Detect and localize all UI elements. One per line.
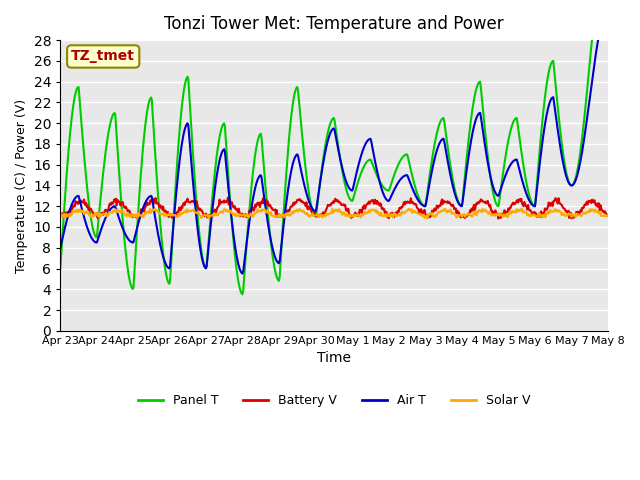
X-axis label: Time: Time — [317, 351, 351, 365]
Y-axis label: Temperature (C) / Power (V): Temperature (C) / Power (V) — [15, 98, 28, 273]
Solar V — [205, 216, 212, 222]
Battery V — [207, 212, 215, 217]
Battery V — [495, 216, 502, 221]
Panel T — [418, 200, 426, 206]
Line: Solar V: Solar V — [60, 209, 608, 219]
Battery V — [123, 205, 131, 211]
Panel T — [123, 257, 131, 263]
Solar V — [56, 214, 64, 219]
Solar V — [404, 206, 412, 212]
Air T — [402, 172, 410, 178]
Line: Battery V: Battery V — [60, 198, 608, 218]
Solar V — [179, 211, 186, 216]
Air T — [179, 139, 186, 144]
Battery V — [418, 207, 426, 213]
Battery V — [56, 212, 64, 217]
Battery V — [179, 205, 186, 211]
Solar V — [402, 209, 410, 215]
Air T — [418, 202, 426, 207]
Title: Tonzi Tower Met: Temperature and Power: Tonzi Tower Met: Temperature and Power — [164, 15, 504, 33]
Battery V — [604, 213, 612, 218]
Panel T — [402, 152, 410, 157]
Air T — [56, 245, 64, 251]
Air T — [123, 234, 131, 240]
Air T — [67, 206, 74, 212]
Panel T — [207, 208, 215, 214]
Panel T — [56, 265, 64, 271]
Solar V — [123, 213, 131, 219]
Text: TZ_tmet: TZ_tmet — [71, 49, 135, 63]
Line: Air T: Air T — [60, 9, 608, 274]
Battery V — [402, 199, 410, 204]
Panel T — [179, 100, 186, 106]
Solar V — [604, 212, 612, 218]
Line: Panel T: Panel T — [60, 0, 608, 294]
Air T — [239, 271, 246, 276]
Air T — [604, 6, 612, 12]
Solar V — [208, 213, 216, 218]
Air T — [207, 218, 215, 224]
Panel T — [239, 291, 246, 297]
Solar V — [67, 213, 74, 219]
Battery V — [67, 210, 74, 216]
Battery V — [224, 195, 232, 201]
Solar V — [419, 213, 426, 219]
Legend: Panel T, Battery V, Air T, Solar V: Panel T, Battery V, Air T, Solar V — [132, 389, 536, 412]
Panel T — [67, 129, 74, 135]
